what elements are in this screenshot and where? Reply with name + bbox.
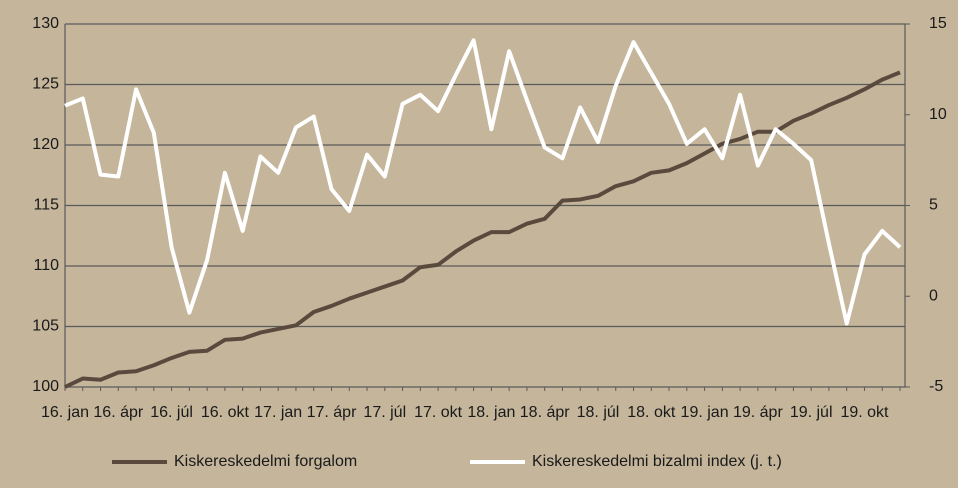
x-tick-label: 19. júl — [790, 404, 833, 421]
y-tick-label: 105 — [32, 318, 59, 335]
y-tick-label: 110 — [33, 257, 59, 274]
x-tick-label: 17. jan — [254, 404, 302, 421]
x-tick-label: 16. júl — [150, 404, 193, 421]
x-tick-label: 17. ápr — [307, 404, 357, 421]
y2-tick-label: -5 — [929, 378, 943, 395]
x-tick-label: 18. okt — [627, 404, 676, 421]
x-tick-label: 19. jan — [681, 404, 729, 421]
series-line — [64, 38, 902, 326]
y-tick-label: 120 — [32, 136, 59, 153]
legend-label: Kiskereskedelmi bizalmi index (j. t.) — [532, 453, 782, 470]
x-tick-label: 19. ápr — [733, 404, 783, 421]
y-tick-label: 115 — [33, 197, 59, 214]
x-tick-label: 19. okt — [840, 404, 889, 421]
y-tick-label: 125 — [32, 76, 59, 93]
x-tick-label: 16. ápr — [93, 404, 143, 421]
x-tick-label: 16. okt — [201, 404, 250, 421]
y2-tick-label: 15 — [929, 15, 947, 32]
y-tick-label: 100 — [32, 378, 59, 395]
x-tick-label: 17. júl — [363, 404, 406, 421]
x-tick-label: 16. jan — [41, 404, 89, 421]
legend-label: Kiskereskedelmi forgalom — [174, 453, 357, 470]
x-tick-label: 17. okt — [414, 404, 463, 421]
x-tick-label: 18. ápr — [520, 404, 570, 421]
y2-tick-label: 5 — [929, 197, 938, 214]
y-tick-label: 130 — [32, 15, 59, 32]
x-tick-label: 18. júl — [577, 404, 620, 421]
series-line — [64, 70, 901, 389]
x-tick-label: 18. jan — [467, 404, 515, 421]
y2-tick-label: 0 — [929, 287, 938, 304]
y2-tick-label: 10 — [929, 106, 947, 123]
